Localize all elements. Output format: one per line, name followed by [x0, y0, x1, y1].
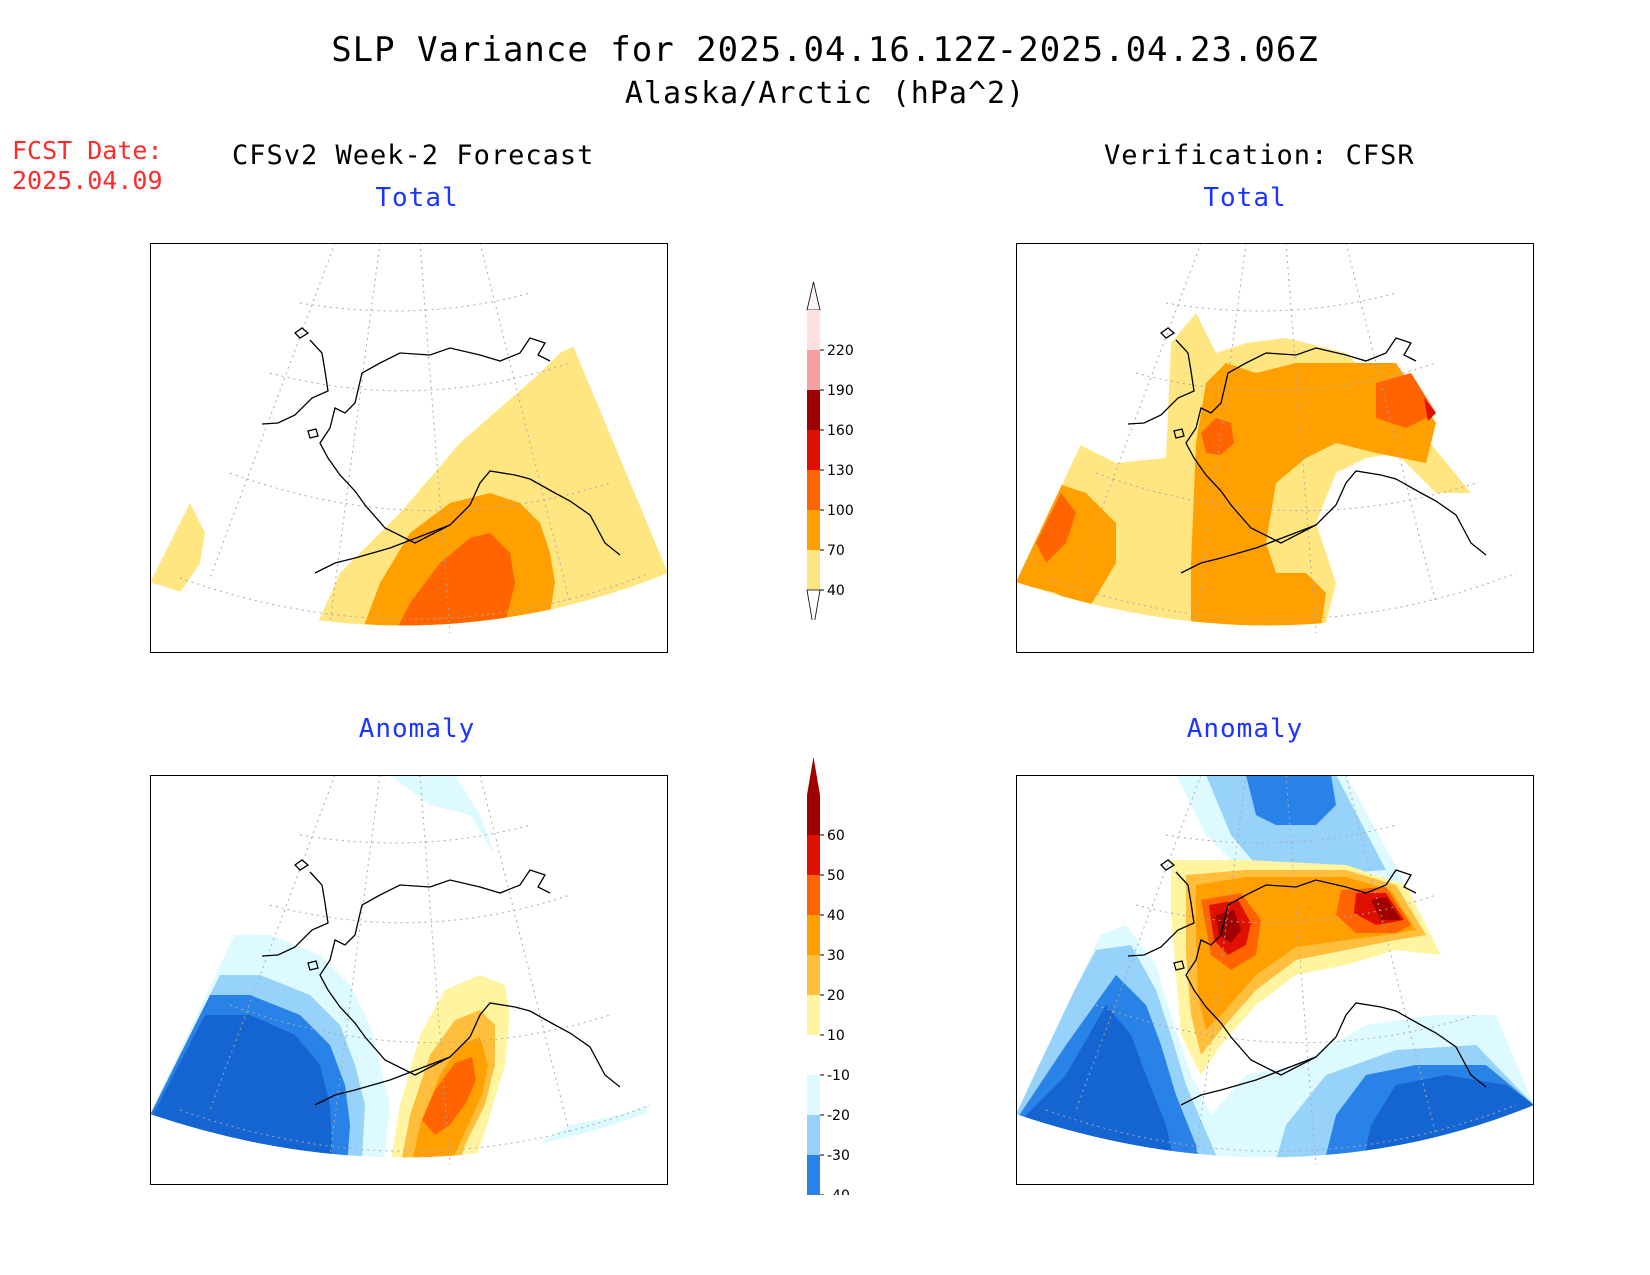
colorbar-swatch	[807, 955, 820, 995]
verification-anomaly-title: Anomaly	[1186, 714, 1304, 744]
forecast-total-title: Total	[375, 183, 459, 213]
colorbar-label: -30	[827, 1148, 850, 1164]
colorbar-swatch	[807, 995, 820, 1035]
verification-total-title: Total	[1203, 183, 1287, 213]
contour-100	[380, 533, 515, 626]
forecast-anomaly-frame	[150, 775, 668, 1185]
contour-60-east	[1371, 897, 1401, 920]
total-colorbar: 220 190 160 130 100 70 40	[806, 281, 854, 620]
colorbar-swatch	[807, 915, 820, 955]
coastline	[261, 859, 621, 1106]
coastline	[1127, 327, 1487, 574]
colorbar-swatch	[807, 1115, 820, 1155]
forecast-column-heading: CFSv2 Week-2 Forecast	[232, 140, 595, 171]
colorbar-label: -10	[827, 1068, 850, 1084]
graticule	[1045, 243, 1517, 634]
colorbar-label: -20	[827, 1108, 850, 1124]
contour-100-west	[1036, 493, 1076, 563]
colorbar-label: 40	[827, 908, 845, 924]
colorbar-label: 190	[827, 383, 854, 399]
contour-100-north	[1376, 373, 1436, 428]
colorbar-label: 160	[827, 423, 854, 439]
colorbar-swatch	[807, 1155, 820, 1195]
colorbar-swatch	[807, 310, 820, 350]
colorbar-label: 70	[827, 543, 845, 559]
colorbar-label: 10	[827, 1028, 845, 1044]
contour-minus30-top	[1246, 775, 1336, 825]
forecast-total-map	[150, 243, 668, 634]
forecast-anomaly-title: Anomaly	[358, 714, 476, 744]
colorbar-swatch	[807, 835, 820, 875]
anomaly-colorbar: 60 50 40 30 20 10 -10 -20 -30 -40	[807, 757, 850, 1195]
colorbar-label: 50	[827, 868, 845, 884]
graticule	[179, 243, 651, 634]
colorbar-swatch	[807, 795, 820, 835]
verification-anomaly-frame	[1016, 775, 1534, 1185]
colorbar-swatch	[807, 550, 820, 590]
colorbar-swatch	[807, 510, 820, 550]
contour-70-west	[1016, 483, 1116, 613]
colorbar-label: 30	[827, 948, 845, 964]
graticule	[179, 775, 651, 1166]
contour-minus10-north	[390, 775, 495, 855]
forecast-total-frame	[150, 243, 668, 653]
fcst-date-caption: FCST Date:	[12, 136, 163, 165]
forecast-anomaly-map	[150, 775, 651, 1166]
colorbar-swatch	[807, 470, 820, 510]
colorbar-swatch	[807, 350, 820, 390]
verification-total-frame	[1016, 243, 1534, 653]
colorbar-swatch	[807, 430, 820, 470]
coastline	[1127, 859, 1487, 1106]
contour-100-inner	[1201, 418, 1234, 455]
colorbar-swatch	[807, 875, 820, 915]
contour-130-north	[1424, 398, 1436, 421]
verification-anomaly-map	[1016, 775, 1534, 1166]
chart-subtitle: Alaska/Arctic (hPa^2)	[624, 76, 1026, 111]
fcst-date-value: 2025.04.09	[12, 166, 163, 195]
colorbar-label: 40	[827, 583, 845, 599]
chart-title: SLP Variance for 2025.04.16.12Z-2025.04.…	[331, 30, 1319, 70]
colorbar-label: 100	[827, 503, 854, 519]
graticule	[1045, 775, 1517, 1166]
contour-60	[1216, 910, 1241, 943]
colorbar-swatch	[807, 1075, 820, 1115]
contour-70	[1191, 363, 1436, 626]
fcst-date-label: FCST Date: 2025.04.09	[12, 136, 163, 196]
verification-column-heading: Verification: CFSR	[1104, 140, 1415, 171]
colorbar-swatch	[807, 1035, 820, 1075]
verification-total-map	[1016, 243, 1517, 634]
colorbar-top-arrow	[807, 757, 820, 795]
colorbar-label: 60	[827, 828, 845, 844]
coastline	[261, 327, 621, 574]
colorbar-label: 130	[827, 463, 854, 479]
colorbar-swatch	[807, 390, 820, 430]
colorbar-label: 20	[827, 988, 845, 1004]
contour-40-west	[150, 503, 205, 603]
contour-40	[422, 1057, 476, 1135]
colorbar-bottom-arrow	[806, 589, 821, 620]
colorbar-top-arrow	[806, 281, 821, 311]
colorbar-label: -40	[827, 1188, 850, 1195]
colorbar-label: 220	[827, 343, 854, 359]
